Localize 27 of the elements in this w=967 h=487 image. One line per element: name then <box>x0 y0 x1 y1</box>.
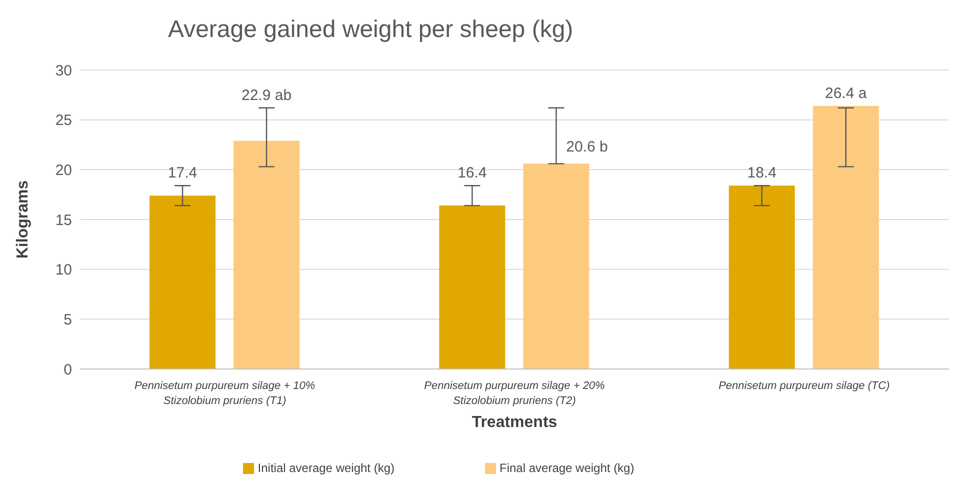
y-tick-label: 0 <box>64 361 72 378</box>
data-label: 17.4 <box>168 164 198 182</box>
data-label: 22.9 ab <box>241 86 292 104</box>
bar <box>234 140 300 369</box>
x-tick-label: Pennisetum purpureum silage + 20% Stizolobium pruriens (T2) <box>424 380 606 407</box>
data-label: 26.4 a <box>824 84 868 102</box>
y-tick-label: 20 <box>55 162 72 179</box>
x-tick-label: Pennisetum purpureum silage + 10% Stizolobium pruriens (T1) <box>134 380 316 407</box>
bar <box>150 196 216 369</box>
y-axis-title: Kilograms <box>14 180 32 259</box>
data-label: 18.4 <box>747 164 776 182</box>
data-label: 16.4 <box>458 164 487 182</box>
bar <box>439 206 506 369</box>
legend-label: Initial average weight (kg) <box>258 461 394 475</box>
y-tick-label: 25 <box>55 112 72 130</box>
chart-title: Average gained weight per sheep (kg) <box>168 16 574 44</box>
y-tick-label: 5 <box>64 311 72 328</box>
x-axis-title: Treatments <box>472 414 558 431</box>
bar <box>812 106 879 369</box>
data-label: 20.6 b <box>566 138 608 156</box>
legend-label: Final average weight (kg) <box>500 461 634 475</box>
y-tick-label: 15 <box>55 212 72 229</box>
y-tick-label: 30 <box>55 62 72 80</box>
x-tick-label: Pennisetum purpureum silage (TC) <box>718 380 890 392</box>
bar <box>728 186 795 369</box>
bar <box>523 164 590 369</box>
y-tick-label: 10 <box>55 262 72 279</box>
